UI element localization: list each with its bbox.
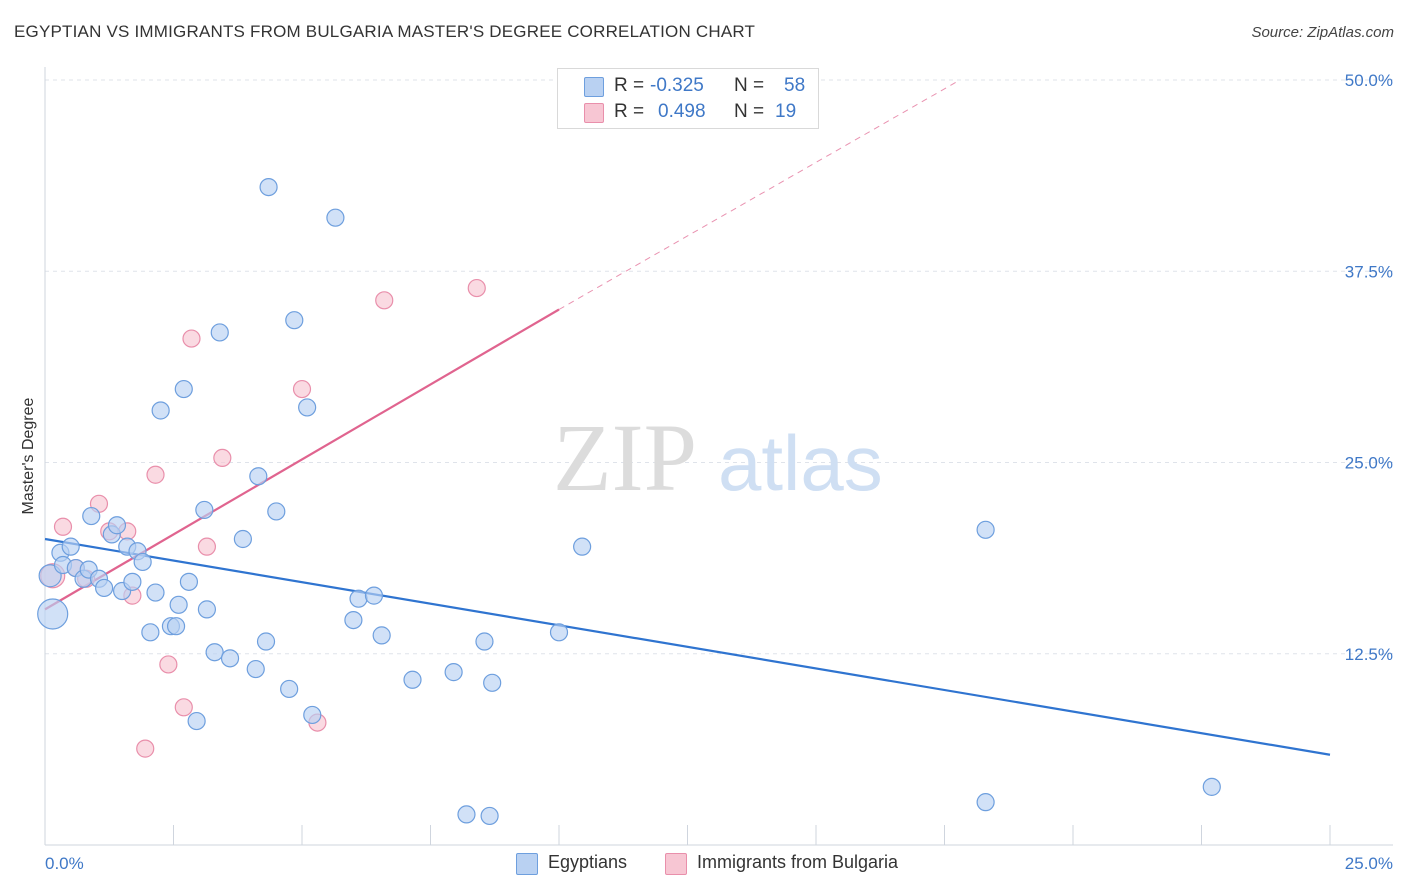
watermark-atlas: atlas (718, 419, 883, 507)
data-point (467, 278, 486, 298)
data-point (95, 578, 114, 598)
data-point (179, 572, 199, 591)
data-point (1202, 777, 1221, 796)
x-tick-label-max: 25.0% (1345, 854, 1393, 873)
y-tick-label: 50.0% (1345, 71, 1393, 90)
data-point (483, 673, 502, 692)
data-point (364, 586, 384, 605)
data-point (136, 739, 155, 758)
chart-title: EGYPTIAN VS IMMIGRANTS FROM BULGARIA MAS… (14, 22, 756, 41)
data-point (249, 467, 268, 486)
data-point (213, 448, 232, 468)
data-point (197, 600, 217, 619)
x-tick-labels: 0.0% 25.0% (45, 854, 1393, 873)
data-point (197, 537, 217, 556)
data-point (210, 323, 229, 342)
legend-r-value: 0.498 (658, 101, 706, 122)
legend-r-label: R = (614, 101, 645, 122)
data-point (298, 398, 317, 417)
data-point (146, 583, 165, 602)
legend-n-label: N = (734, 75, 765, 96)
data-point (187, 711, 206, 731)
data-point (159, 655, 178, 674)
data-point (146, 465, 165, 484)
data-point (403, 670, 422, 689)
legend-r-value: -0.325 (650, 75, 704, 96)
y-tick-label: 25.0% (1345, 454, 1393, 473)
x-tick-label-min: 0.0% (45, 854, 84, 873)
data-point (349, 589, 368, 608)
data-point (169, 595, 188, 614)
bottom-legend-swatch-blue (516, 853, 538, 875)
points-egyptians (37, 178, 1221, 826)
data-point (182, 329, 201, 348)
data-point (107, 516, 127, 535)
data-point (267, 502, 286, 521)
data-point (53, 517, 73, 536)
data-point (976, 793, 995, 812)
correlation-legend: R = -0.325 N = 58 R = 0.498 N = 19 (557, 68, 819, 129)
trend-line-pink (44, 308, 560, 611)
data-point (141, 623, 160, 642)
data-point (326, 208, 345, 227)
bottom-legend-label: Immigrants from Bulgaria (697, 852, 899, 872)
data-point (133, 552, 152, 572)
data-point (246, 659, 265, 679)
data-point (256, 632, 276, 651)
data-point (292, 379, 312, 399)
data-point (344, 610, 363, 630)
data-point (174, 379, 193, 399)
grid-lines (45, 79, 1393, 655)
data-point (573, 537, 592, 556)
y-tick-label: 12.5% (1345, 645, 1393, 664)
data-point (151, 401, 170, 420)
data-point (195, 500, 214, 520)
legend-r-label: R = (614, 75, 645, 96)
legend-n-value: 19 (775, 101, 797, 122)
data-point (280, 679, 299, 699)
legend-swatch-blue (584, 77, 604, 97)
watermark-zip: ZIP (553, 404, 697, 511)
data-point (303, 705, 322, 725)
x-ticks (173, 825, 1331, 845)
data-point (259, 178, 278, 197)
data-point (976, 520, 995, 539)
y-axis-label: Master's Degree (20, 397, 37, 514)
bottom-legend-swatch-pink (665, 853, 687, 875)
data-point (220, 649, 240, 668)
data-point (285, 311, 304, 330)
data-point (480, 806, 499, 826)
data-point (549, 623, 569, 642)
chart-source: Source: ZipAtlas.com (1251, 24, 1394, 41)
data-point (457, 805, 476, 824)
bottom-legend-label: Egyptians (548, 852, 628, 872)
y-tick-label: 37.5% (1345, 262, 1393, 281)
data-point (82, 506, 101, 526)
legend-n-label: N = (734, 101, 765, 122)
data-point (444, 663, 463, 682)
data-point (475, 632, 494, 651)
y-tick-labels: 12.5% 25.0% 37.5% 50.0% (1345, 71, 1393, 664)
data-point (372, 626, 391, 645)
data-point (233, 529, 252, 549)
legend-n-value: 58 (784, 75, 806, 96)
data-point (37, 598, 69, 630)
trend-lines (44, 79, 1331, 756)
watermark: ZIP atlas (553, 404, 883, 511)
data-point (205, 643, 224, 662)
trend-line-blue (44, 537, 1331, 756)
legend-swatch-pink (584, 103, 604, 123)
data-point (375, 291, 394, 310)
data-point (174, 698, 193, 717)
data-point (166, 617, 186, 636)
axes (44, 67, 1393, 846)
data-point (123, 572, 142, 591)
data-point (61, 537, 80, 556)
